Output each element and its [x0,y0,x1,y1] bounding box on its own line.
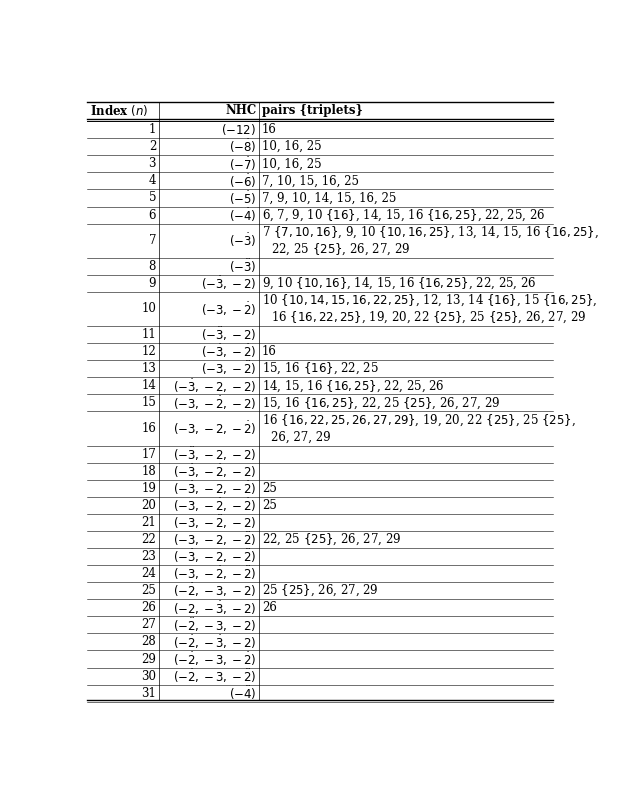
Text: 21: 21 [141,516,156,529]
Text: 10, 16, 25: 10, 16, 25 [262,158,322,170]
Text: 15: 15 [141,396,156,409]
Text: 16: 16 [141,422,156,435]
Text: 7, 10, 15, 16, 25: 7, 10, 15, 16, 25 [262,174,359,188]
Text: 15, 16 $\{16, 25\}$, 22, 25 $\{25\}$, 26, 27, 29: 15, 16 $\{16, 25\}$, 22, 25 $\{25\}$, 26… [262,395,500,410]
Text: $(-\ddot{3}, -2, -2)$: $(-\ddot{3}, -2, -2)$ [173,445,256,463]
Text: $(-3, -2, -\ddot{2})$: $(-3, -2, -\ddot{2})$ [173,531,256,548]
Text: 26, 27, 29: 26, 27, 29 [271,431,331,444]
Text: 6: 6 [149,208,156,222]
Text: 12: 12 [141,345,156,358]
Text: $(-\dot{3})$: $(-\dot{3})$ [229,232,256,249]
Text: $(-\dot{6})$: $(-\dot{6})$ [229,172,256,189]
Text: 25 $\{25\}$, 26, 27, 29: 25 $\{25\}$, 26, 27, 29 [262,583,379,599]
Text: 3: 3 [149,158,156,170]
Text: 11: 11 [141,328,156,341]
Text: $(-\dot{2}, -3, -\dot{2})$: $(-\dot{2}, -3, -\dot{2})$ [173,650,256,668]
Text: 1: 1 [149,124,156,136]
Text: 25: 25 [262,482,277,495]
Text: $(-\dot{3}, -\dot{2})$: $(-\dot{3}, -\dot{2})$ [201,343,256,360]
Text: $(-3, -2, -\dot{2})$: $(-3, -2, -\dot{2})$ [173,420,256,437]
Text: $(-\dot{3}, -2, -\dot{2})$: $(-\dot{3}, -2, -\dot{2})$ [173,479,256,497]
Text: $(-\dot{5})$: $(-\dot{5})$ [229,189,256,207]
Text: $(-\dot{7})$: $(-\dot{7})$ [229,155,256,173]
Text: 23: 23 [141,550,156,563]
Text: 16: 16 [262,124,277,136]
Text: Index $(n)$: Index $(n)$ [90,104,148,118]
Text: 19: 19 [141,482,156,495]
Text: 16 $\{16, 22, 25\}$, 19, 20, 22 $\{25\}$, 25 $\{25\}$, 26, 27, 29: 16 $\{16, 22, 25\}$, 19, 20, 22 $\{25\}$… [271,310,586,326]
Text: 25: 25 [141,584,156,597]
Text: 4: 4 [149,174,156,188]
Text: $(-\dot{3}, -\dot{2}, -2)$: $(-\dot{3}, -\dot{2}, -2)$ [173,463,256,480]
Text: $(-3, -\dot{2}, -2)$: $(-3, -\dot{2}, -2)$ [173,394,256,412]
Text: pairs {triplets}: pairs {triplets} [262,105,363,117]
Text: 7: 7 [149,234,156,247]
Text: $(-\dot{3}, -2, -\ddot{2})$: $(-\dot{3}, -2, -\ddot{2})$ [173,548,256,565]
Text: 9, 10 $\{10, 16\}$, 14, 15, 16 $\{16, 25\}$, 22, 25, 26: 9, 10 $\{10, 16\}$, 14, 15, 16 $\{16, 25… [262,276,537,291]
Text: 8: 8 [149,260,156,272]
Text: 5: 5 [149,192,156,204]
Text: 29: 29 [141,653,156,665]
Text: $(-1\dot{2})$: $(-1\dot{2})$ [222,121,256,139]
Text: $(-3, -\ddot{2}, -2)$: $(-3, -\ddot{2}, -2)$ [173,514,256,531]
Text: $(-\ddot{3}, -2)$: $(-\ddot{3}, -2)$ [201,326,256,343]
Text: 15, 16 $\{16\}$, 22, 25: 15, 16 $\{16\}$, 22, 25 [262,361,379,376]
Text: 24: 24 [141,567,156,581]
Text: 16 $\{16, 22, 25, 26, 27, 29\}$, 19, 20, 22 $\{25\}$, 25 $\{25\}$,: 16 $\{16, 22, 25, 26, 27, 29\}$, 19, 20,… [262,412,576,428]
Text: 22: 22 [141,533,156,546]
Text: 2: 2 [149,140,156,154]
Text: $(-3, -\dot{2}, -\ddot{2})$: $(-3, -\dot{2}, -\ddot{2})$ [173,565,256,582]
Text: 14: 14 [141,379,156,392]
Text: 22, 25 $\{25\}$, 26, 27, 29: 22, 25 $\{25\}$, 26, 27, 29 [271,242,410,257]
Text: 26: 26 [141,601,156,615]
Text: 17: 17 [141,447,156,461]
Text: 14, 15, 16 $\{16, 25\}$, 22, 25, 26: 14, 15, 16 $\{16, 25\}$, 22, 25, 26 [262,378,445,394]
Text: $(-3, -\dot{2})$: $(-3, -\dot{2})$ [201,300,256,318]
Text: 10, 16, 25: 10, 16, 25 [262,140,322,154]
Text: 31: 31 [141,687,156,699]
Text: $(-\dot{3}, -2, -2)$: $(-\dot{3}, -2, -2)$ [173,377,256,394]
Text: $(-\ddot{3})$: $(-\ddot{3})$ [229,257,256,275]
Text: $(-\dot{4})$: $(-\dot{4})$ [229,207,256,224]
Text: 10: 10 [141,303,156,315]
Text: 16: 16 [262,345,277,358]
Text: 20: 20 [141,499,156,512]
Text: $(-\dot{8})$: $(-\dot{8})$ [229,138,256,155]
Text: 25: 25 [262,499,277,512]
Text: $(-3, -\dot{2}, -\dot{2})$: $(-3, -\dot{2}, -\dot{2})$ [173,497,256,514]
Text: 6, 7, 9, 10 $\{16\}$, 14, 15, 16 $\{16, 25\}$, 22, 25, 26: 6, 7, 9, 10 $\{16\}$, 14, 15, 16 $\{16, … [262,208,545,223]
Text: 30: 30 [141,669,156,683]
Text: $(-\dot{2}, -3, -2)$: $(-\dot{2}, -3, -2)$ [173,582,256,600]
Text: 18: 18 [141,465,156,478]
Text: 22, 25 $\{25\}$, 26, 27, 29: 22, 25 $\{25\}$, 26, 27, 29 [262,531,401,547]
Text: $(-\ddot{2}, -3, -2)$: $(-\ddot{2}, -3, -2)$ [173,616,256,634]
Text: 28: 28 [141,635,156,649]
Text: $(-\dot{3}, -2)$: $(-\dot{3}, -2)$ [201,275,256,292]
Text: 26: 26 [262,601,277,615]
Text: $(-\dot{2}, -\dot{3}, -2)$: $(-\dot{2}, -\dot{3}, -2)$ [173,634,256,651]
Text: $(-\dot{2}, -3, -\ddot{2})$: $(-\dot{2}, -3, -\ddot{2})$ [173,668,256,685]
Text: NHC: NHC [225,105,256,117]
Text: $(-3, -\ddot{2})$: $(-3, -\ddot{2})$ [201,360,256,378]
Text: 7, 9, 10, 14, 15, 16, 25: 7, 9, 10, 14, 15, 16, 25 [262,192,396,204]
Text: 9: 9 [149,277,156,290]
Text: 13: 13 [141,362,156,375]
Text: 27: 27 [141,619,156,631]
Text: $(-2, -\dot{3}, -2)$: $(-2, -\dot{3}, -2)$ [173,599,256,616]
Text: 7 $\{7, 10, 16\}$, 9, 10 $\{10, 16, 25\}$, 13, 14, 15, 16 $\{16, 25\}$,: 7 $\{7, 10, 16\}$, 9, 10 $\{10, 16, 25\}… [262,224,599,240]
Text: 10 $\{10, 14, 15, 16, 22, 25\}$, 12, 13, 14 $\{16\}$, 15 $\{16, 25\}$,: 10 $\{10, 14, 15, 16, 22, 25\}$, 12, 13,… [262,293,598,308]
Text: $(-\ddot{4})$: $(-\ddot{4})$ [229,684,256,702]
